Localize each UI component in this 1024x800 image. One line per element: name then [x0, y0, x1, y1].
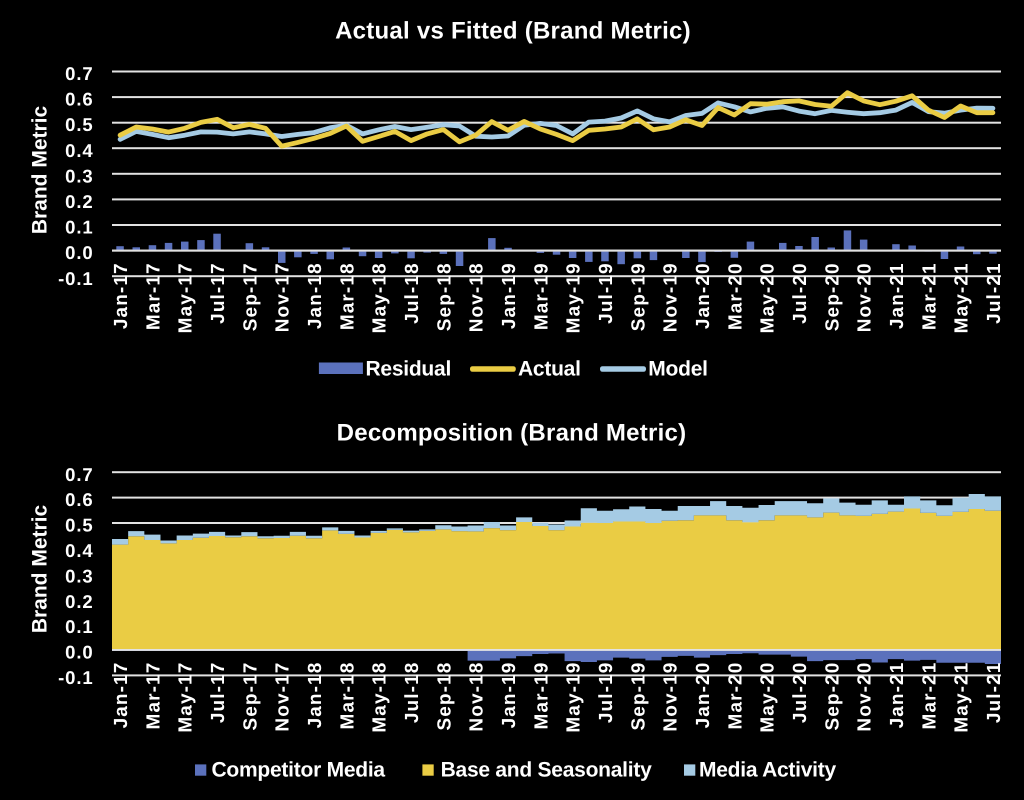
svg-text:May-18: May-18 — [370, 262, 391, 333]
svg-text:0.4: 0.4 — [65, 540, 93, 561]
svg-text:Nov-18: Nov-18 — [467, 662, 488, 732]
svg-text:Mar-18: Mar-18 — [337, 262, 358, 330]
svg-text:Jan-19: Jan-19 — [499, 662, 520, 729]
svg-text:Jul-19: Jul-19 — [596, 662, 617, 724]
svg-text:0.4: 0.4 — [65, 140, 93, 161]
svg-text:Sep-17: Sep-17 — [240, 662, 261, 731]
svg-text:0.5: 0.5 — [65, 515, 93, 536]
svg-text:0.1: 0.1 — [65, 616, 93, 637]
svg-text:Jan-20: Jan-20 — [693, 262, 714, 329]
svg-text:Mar-18: Mar-18 — [337, 662, 358, 730]
svg-text:Brand Metric: Brand Metric — [29, 505, 52, 634]
svg-text:Mar-17: Mar-17 — [143, 662, 164, 730]
svg-text:May-19: May-19 — [564, 262, 585, 333]
svg-text:Model: Model — [648, 358, 707, 381]
svg-text:Mar-20: Mar-20 — [725, 262, 746, 330]
svg-text:Jan-20: Jan-20 — [693, 662, 714, 729]
svg-text:Jul-19: Jul-19 — [596, 262, 617, 324]
svg-text:Mar-19: Mar-19 — [531, 262, 552, 330]
svg-text:0.5: 0.5 — [65, 114, 93, 135]
svg-text:May-17: May-17 — [176, 662, 197, 733]
svg-text:0.7: 0.7 — [65, 63, 93, 84]
svg-text:Jan-17: Jan-17 — [111, 662, 132, 729]
svg-text:0.0: 0.0 — [65, 242, 93, 263]
svg-text:Sep-17: Sep-17 — [240, 262, 261, 331]
svg-text:Mar-21: Mar-21 — [919, 262, 940, 330]
svg-text:Actual: Actual — [518, 358, 581, 381]
svg-text:Nov-17: Nov-17 — [273, 262, 294, 332]
svg-text:Nov-17: Nov-17 — [273, 662, 294, 732]
svg-text:Sep-19: Sep-19 — [628, 262, 649, 331]
svg-text:0.0: 0.0 — [65, 642, 93, 663]
svg-text:Sep-18: Sep-18 — [434, 662, 455, 731]
svg-text:Nov-20: Nov-20 — [855, 262, 876, 332]
svg-text:Sep-20: Sep-20 — [822, 662, 843, 731]
svg-text:0.6: 0.6 — [65, 489, 93, 510]
svg-text:0.3: 0.3 — [65, 565, 93, 586]
svg-text:Mar-17: Mar-17 — [143, 262, 164, 330]
svg-text:-0.1: -0.1 — [58, 667, 93, 688]
svg-text:May-21: May-21 — [952, 662, 973, 733]
svg-text:0.2: 0.2 — [65, 591, 93, 612]
svg-text:-0.1: -0.1 — [58, 268, 93, 289]
svg-text:Jul-17: Jul-17 — [208, 662, 229, 724]
svg-text:0.7: 0.7 — [65, 464, 93, 485]
svg-text:May-20: May-20 — [758, 262, 779, 333]
svg-text:Sep-18: Sep-18 — [434, 262, 455, 331]
svg-text:Nov-18: Nov-18 — [467, 262, 488, 332]
svg-text:0.6: 0.6 — [65, 89, 93, 110]
svg-text:Sep-19: Sep-19 — [628, 662, 649, 731]
svg-text:Base and Seasonality: Base and Seasonality — [441, 759, 652, 782]
svg-text:Sep-20: Sep-20 — [822, 262, 843, 331]
svg-text:Jul-20: Jul-20 — [790, 262, 811, 324]
svg-text:Nov-19: Nov-19 — [661, 262, 682, 332]
svg-text:Mar-20: Mar-20 — [725, 662, 746, 730]
svg-text:Brand Metric: Brand Metric — [29, 106, 52, 235]
svg-text:Mar-19: Mar-19 — [531, 662, 552, 730]
svg-text:Jan-21: Jan-21 — [887, 262, 908, 329]
svg-text:Mar-21: Mar-21 — [919, 662, 940, 730]
svg-text:Jan-17: Jan-17 — [111, 262, 132, 329]
svg-text:Jul-17: Jul-17 — [208, 262, 229, 324]
svg-text:Decomposition (Brand Metric): Decomposition (Brand Metric) — [337, 420, 687, 447]
svg-text:Jan-19: Jan-19 — [499, 262, 520, 329]
svg-text:Jul-18: Jul-18 — [402, 662, 423, 724]
svg-text:Jan-18: Jan-18 — [305, 262, 326, 329]
svg-text:Media Activity: Media Activity — [699, 759, 836, 782]
svg-text:Nov-19: Nov-19 — [661, 662, 682, 732]
svg-text:Residual: Residual — [366, 358, 452, 381]
svg-text:0.1: 0.1 — [65, 217, 93, 238]
svg-text:May-19: May-19 — [564, 662, 585, 733]
svg-text:Nov-20: Nov-20 — [855, 662, 876, 732]
svg-text:Jan-21: Jan-21 — [887, 662, 908, 729]
svg-text:Jan-18: Jan-18 — [305, 662, 326, 729]
svg-text:May-21: May-21 — [952, 262, 973, 333]
svg-text:Actual vs Fitted (Brand Metric: Actual vs Fitted (Brand Metric) — [335, 18, 691, 45]
svg-text:May-20: May-20 — [758, 662, 779, 733]
svg-text:Jul-18: Jul-18 — [402, 262, 423, 324]
svg-text:0.2: 0.2 — [65, 191, 93, 212]
svg-text:Jul-21: Jul-21 — [984, 662, 1005, 724]
svg-text:Competitor Media: Competitor Media — [212, 759, 386, 782]
svg-text:Jul-20: Jul-20 — [790, 662, 811, 724]
svg-text:May-18: May-18 — [370, 662, 391, 733]
svg-text:May-17: May-17 — [176, 262, 197, 333]
svg-text:0.3: 0.3 — [65, 165, 93, 186]
svg-text:Jul-21: Jul-21 — [984, 262, 1005, 324]
